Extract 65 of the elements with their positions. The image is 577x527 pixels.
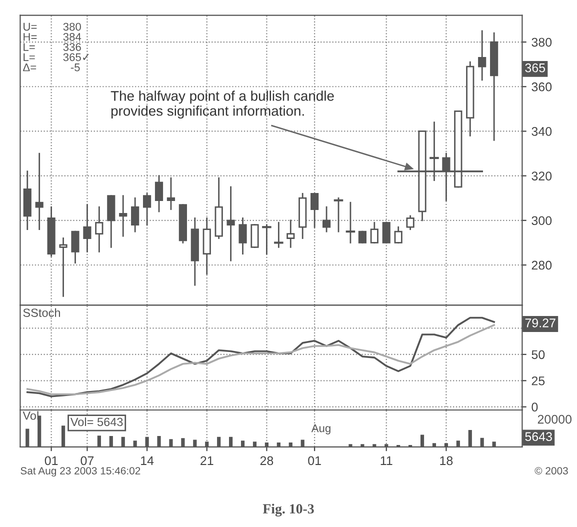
candlestick — [35, 152, 44, 230]
y-tick-label: 300 — [532, 216, 552, 226]
candlestick — [274, 222, 284, 248]
annotation: 336 — [63, 43, 81, 51]
chart-title: SStoch — [23, 308, 60, 317]
annotation: L= — [24, 53, 35, 62]
text: 20000 — [538, 414, 572, 424]
text: 79.27 — [525, 318, 556, 328]
candlestick — [95, 206, 104, 252]
chart-title: Vol — [22, 411, 38, 420]
y-tick-label: 280 — [532, 260, 552, 270]
y-tick-label: 360 — [532, 82, 552, 92]
candlestick — [238, 217, 247, 255]
x-tick-label: 28 — [260, 456, 274, 466]
annotation: Aug — [311, 424, 330, 434]
candlestick — [310, 192, 319, 228]
y-tick-label: 340 — [532, 127, 552, 136]
x-tick-label: 18 — [440, 456, 453, 466]
candlestick — [262, 224, 272, 255]
caption: Fig. 10-3 — [262, 504, 314, 516]
annotation: The halfway point of a bullish candle provides significant information. — [110, 90, 334, 119]
text: © 2003 — [534, 467, 568, 474]
text: 365 — [525, 63, 546, 72]
candlestick — [382, 222, 390, 244]
candlestick — [131, 197, 140, 232]
annotation: 380 — [63, 22, 81, 31]
x-tick-label: 14 — [141, 456, 154, 465]
candlestick — [370, 222, 378, 244]
candlestick — [358, 230, 366, 244]
annotation: -5 — [70, 64, 80, 72]
candlestick — [250, 224, 259, 248]
annotation: Δ= — [23, 64, 36, 72]
annotation: L= — [24, 43, 35, 51]
y-tick-label: 50 — [532, 350, 545, 360]
annotation: 365✓ — [63, 53, 89, 62]
candlestick — [322, 206, 331, 232]
text: Sat Aug 23 2003 15:46:02 — [20, 467, 140, 477]
candlestick — [406, 215, 414, 230]
candlestick — [71, 230, 80, 264]
annotation: Vol= 5643 — [70, 417, 123, 426]
text: 5643 — [525, 432, 552, 442]
candlestick — [226, 186, 235, 262]
candlestick — [59, 238, 68, 297]
candlestick — [166, 177, 176, 210]
x-tick-label: 01 — [44, 456, 58, 466]
y-tick-label: 25 — [532, 376, 545, 386]
y-tick-label: 0 — [532, 402, 538, 412]
candlestick — [119, 195, 128, 237]
x-tick-label: 11 — [380, 456, 392, 465]
candlestick — [142, 192, 152, 226]
y-tick-label: 380 — [532, 38, 552, 47]
candlestick — [154, 175, 164, 212]
candlestick — [83, 204, 92, 252]
candlestick — [478, 30, 486, 81]
candlestick — [394, 226, 402, 244]
candlestick — [346, 202, 356, 244]
x-tick-label: 21 — [200, 456, 214, 465]
candlestick — [334, 197, 344, 232]
annotation: U= — [24, 22, 37, 31]
x-tick-label: 01 — [308, 456, 321, 466]
y-tick-label: 320 — [532, 172, 552, 180]
candlestick — [286, 220, 295, 248]
annotation: H= — [24, 33, 37, 41]
annotation: 384 — [63, 32, 82, 41]
x-tick-label: 07 — [80, 456, 94, 466]
